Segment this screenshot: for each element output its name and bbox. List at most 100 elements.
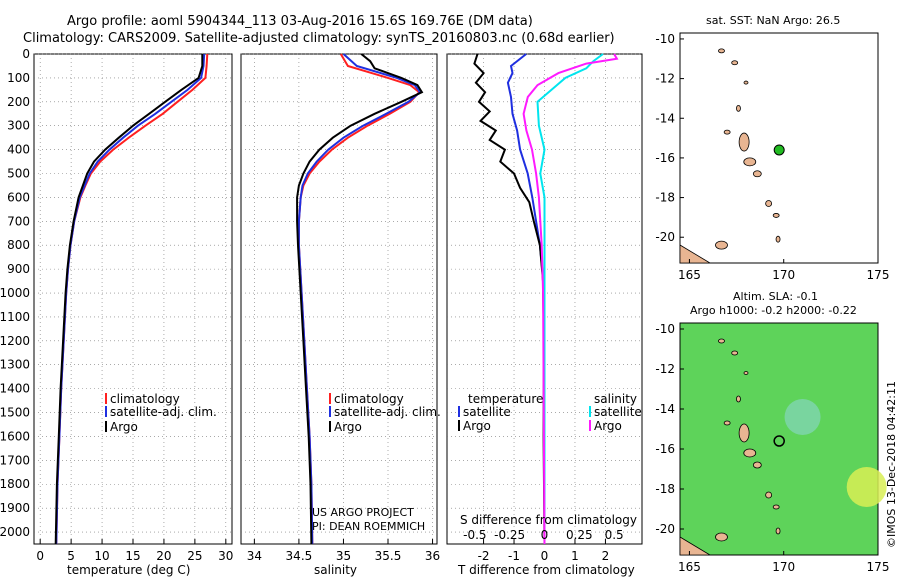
lat-tick-label: -20 [655,522,675,536]
x-tick-label: -2 [478,549,490,563]
series-line [54,54,204,545]
x-tick-label: -1 [508,549,520,563]
map2-title-2: Argo h1000: -0.2 h2000: -0.22 [690,304,857,317]
lon-tick-label: 165 [678,560,701,574]
sla-map: Altim. SLA: -0.1 Argo h1000: -0.2 h2000:… [655,290,889,574]
x-tick-label: 5 [67,549,75,563]
legend-temp-satellite: satellite [463,405,511,419]
legend-satellite: satellite-adj. clim. [110,405,217,419]
depth-tick-label: 600 [7,190,30,204]
island [738,423,750,443]
island [765,491,773,499]
island [738,132,750,152]
salinity-panel: 34 34.5 35 35.5 36 [240,53,440,563]
depth-tick-label: 0 [22,47,30,61]
island [715,532,728,542]
island [743,80,749,85]
legend-climatology: climatology [334,392,404,406]
series-line [536,53,604,544]
x-tick-label: 25 [187,549,202,563]
s-tick-label: 0 [541,528,549,542]
legend-climatology: climatology [110,392,180,406]
depth-tick-label: 1500 [0,406,30,420]
salinity-legend: climatology satellite-adj. clim. Argo [329,392,441,434]
depth-tick-label: 700 [7,214,30,228]
island [752,461,762,469]
legend-satellite: satellite-adj. clim. [334,405,441,419]
lat-tick-label: -14 [655,402,675,416]
depth-tick-label: 200 [7,95,30,109]
lon-tick-label: 170 [772,560,795,574]
depth-tick-label: 1300 [0,358,30,372]
lon-tick-label: 170 [772,268,795,282]
depth-tick-label: 1000 [0,286,30,300]
x-label-temperature: temperature (deg C) [67,563,190,577]
island [718,338,725,344]
map2-title-1: Altim. SLA: -0.1 [733,290,818,303]
x-tick-label: 30 [218,549,233,563]
x-tick-label: 20 [156,549,171,563]
depth-tick-label: 1200 [0,334,30,348]
island [765,200,773,207]
project-note: US ARGO PROJECT [312,506,414,519]
argo-location-marker [773,435,785,447]
sla-anomaly [846,467,887,507]
island [723,129,731,135]
x-label-t-difference: T difference from climatology [457,563,635,577]
lat-tick-label: -10 [655,322,675,336]
series-line [297,53,422,545]
difference-panel: -2 -1 0 1 2 -0.5 -0.25 0 0.25 0.5 [446,53,643,563]
island [772,504,780,510]
lat-tick-label: -14 [655,111,675,125]
s-tick-label: -0.5 [463,528,486,542]
lon-tick-label: 175 [867,560,890,574]
plot-frame [240,53,438,545]
island [772,213,780,218]
landmass [679,244,712,264]
x-tick-label: 0 [541,549,549,563]
lat-tick-label: -10 [655,32,675,46]
island [752,170,762,178]
x-tick-label: 35 [336,549,351,563]
lat-tick-label: -16 [655,151,675,165]
s-tick-label: -0.25 [494,528,525,542]
lat-tick-label: -12 [655,362,675,376]
island [718,48,725,54]
lat-tick-label: -18 [655,191,675,205]
lat-tick-label: -16 [655,442,675,456]
lat-tick-label: -20 [655,230,675,244]
depth-tick-label: 1100 [0,310,30,324]
island [731,60,739,66]
x-tick-label: 36 [425,549,440,563]
island [743,448,757,458]
depth-tick-label: 1800 [0,477,30,491]
depth-tick-label: 1400 [0,382,30,396]
s-tick-label: 0.25 [566,528,593,542]
x-tick-label: 35.5 [375,549,402,563]
x-tick-label: 2 [602,549,610,563]
depth-tick-label: 400 [7,143,30,157]
depth-tick-label: 900 [7,262,30,276]
island [775,527,781,535]
depth-tick-label: 500 [7,167,30,181]
island [775,235,781,243]
x-tick-label: 1 [571,549,579,563]
series-line [296,53,424,545]
x-label-salinity: salinity [314,563,357,577]
series-line [522,53,619,545]
island [731,350,739,356]
lon-tick-label: 165 [678,268,701,282]
x-tick-label: 10 [94,549,109,563]
depth-tick-label: 1700 [0,453,30,467]
island [736,395,741,403]
imos-stamp: ©IMOS 13-Dec-2018 04:42:11 [885,381,898,548]
s-diff-title: S difference from climatology [460,513,637,527]
depth-tick-label: 1900 [0,501,30,515]
legend-sal-argo: Argo [594,419,622,433]
lat-tick-label: -18 [655,482,675,496]
x-tick-label: 0 [36,549,44,563]
island [723,420,731,426]
title-line-2: Climatology: CARS2009. Satellite-adjuste… [23,31,615,46]
landmass [679,536,712,556]
